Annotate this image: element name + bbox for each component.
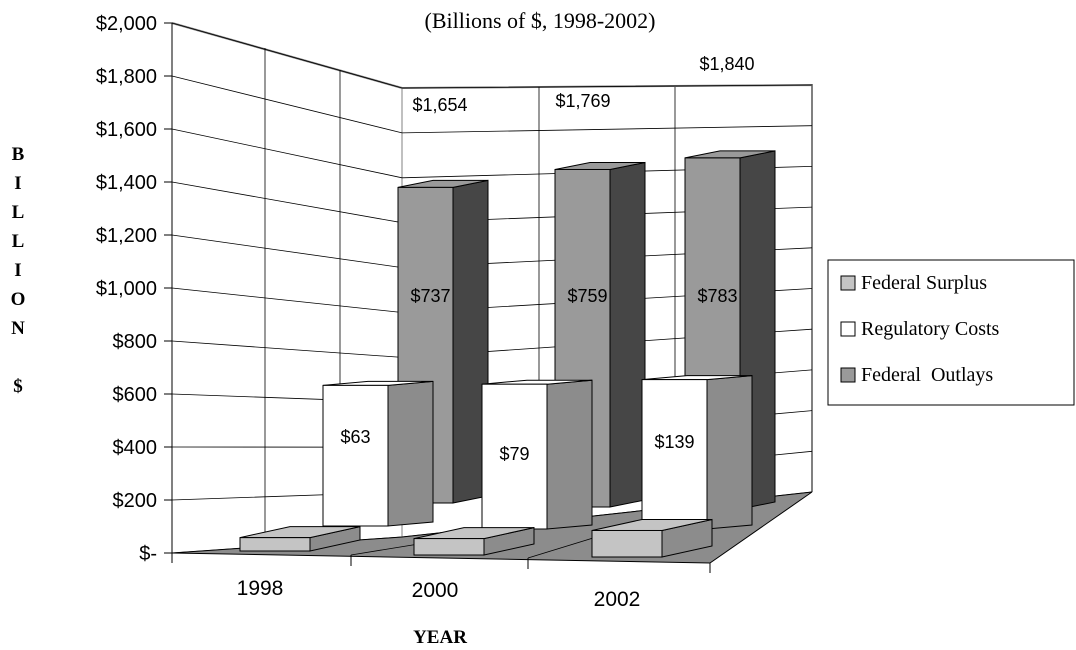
gridline: [171, 22, 813, 89]
bar-top-label: $1,654: [412, 95, 467, 115]
bar: [239, 525, 361, 552]
bar: [322, 380, 434, 527]
legend-label: Federal Outlays: [861, 364, 993, 386]
y-tick-label: $1,800: [96, 66, 157, 88]
legend-swatch: [840, 321, 856, 337]
bar-front: [322, 384, 389, 527]
y-tick-label: $2,000: [96, 13, 157, 35]
data-label: $63: [340, 427, 370, 447]
bar-top-label: $1,840: [699, 54, 754, 74]
x-axis-title: YEAR: [413, 627, 467, 648]
bar-front: [481, 383, 548, 530]
bar-front: [413, 538, 485, 556]
bar-front: [641, 379, 708, 530]
data-label: $737: [410, 286, 450, 306]
bar-side: [546, 379, 593, 530]
bar-top-label: $1,769: [555, 91, 610, 111]
x-tick-labels: 1998 2000 2002: [237, 577, 641, 611]
bar: [481, 379, 593, 530]
legend-label: Regulatory Costs: [861, 318, 1000, 340]
x-tick-label: 2000: [412, 579, 459, 602]
bars: [239, 150, 776, 558]
y-tick-labels: $- $200 $400 $600 $800 $1,000 $1,200 $1,400 $1,6…: [96, 13, 157, 565]
bar-front: [591, 529, 663, 558]
bar: [413, 526, 535, 556]
y-tick-label: $1,200: [96, 225, 157, 247]
y-tick-label: $1,400: [96, 172, 157, 194]
bar: [591, 518, 713, 558]
y-tick-label: $1,000: [96, 278, 157, 300]
data-labels: $737 $759 $783 $63 $79 $139 $1,654 $1,769 $1,840: [340, 54, 754, 464]
legend-swatch: [840, 275, 856, 291]
y-tick-label: $200: [113, 490, 158, 512]
bar: [641, 375, 753, 530]
bar-front: [239, 537, 311, 552]
legend-swatch: [840, 367, 856, 383]
data-label: $79: [499, 444, 529, 464]
data-label: $759: [567, 286, 607, 306]
legend-box: [827, 259, 1075, 406]
legend-label: Federal Surplus: [861, 272, 987, 294]
y-tick-label: $-: [139, 543, 157, 565]
bar-side: [706, 375, 753, 530]
chart-subtitle: (Billions of $, 1998-2002): [425, 8, 656, 33]
bar-side: [609, 161, 646, 508]
y-tick-label: $600: [113, 384, 158, 406]
y-tick-label: $800: [113, 331, 158, 353]
bar-side: [387, 380, 434, 527]
x-tick-label: 1998: [237, 577, 284, 600]
data-label: $139: [654, 432, 694, 452]
x-tick-label: 2002: [594, 588, 641, 611]
data-label: $783: [697, 286, 737, 306]
y-tick-label: $1,600: [96, 119, 157, 141]
legend: Federal Surplus Regulatory Costs Federal O…: [827, 259, 1075, 406]
y-tick-label: $400: [113, 437, 158, 459]
